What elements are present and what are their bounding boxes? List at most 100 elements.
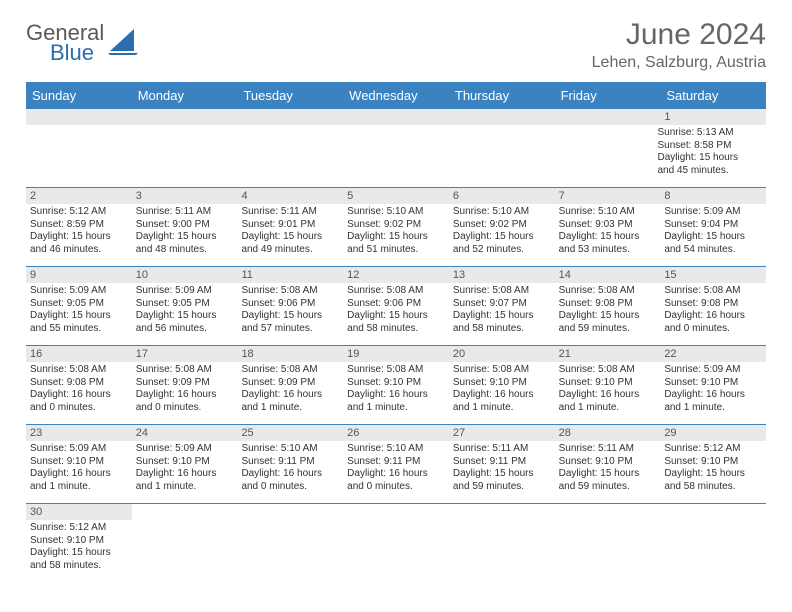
calendar-cell: Sunrise: 5:09 AMSunset: 9:05 PMDaylight:… <box>26 283 132 345</box>
daynum-cell: 29 <box>660 425 766 441</box>
sunset-line: Sunset: 9:11 PM <box>453 456 551 469</box>
calendar-cell: Sunrise: 5:12 AMSunset: 8:59 PMDaylight:… <box>26 204 132 266</box>
sunset-line: Sunset: 9:08 PM <box>30 377 128 390</box>
calendar-cell: Sunrise: 5:08 AMSunset: 9:10 PMDaylight:… <box>343 362 449 424</box>
calendar-cell: Sunrise: 5:10 AMSunset: 9:02 PMDaylight:… <box>343 204 449 266</box>
calendar: SundayMondayTuesdayWednesdayThursdayFrid… <box>26 82 766 583</box>
daylight-line-1: Daylight: 15 hours <box>657 152 762 165</box>
sunset-line: Sunset: 9:10 PM <box>30 535 135 548</box>
sunrise-line: Sunrise: 5:08 AM <box>30 364 128 377</box>
sunrise-line: Sunrise: 5:09 AM <box>136 285 234 298</box>
calendar-cell: Sunrise: 5:08 AMSunset: 9:09 PMDaylight:… <box>237 362 343 424</box>
calendar-cell: Sunrise: 5:08 AMSunset: 9:10 PMDaylight:… <box>555 362 661 424</box>
daynum-cell: 17 <box>132 346 238 362</box>
daylight-line-2: and 58 minutes. <box>453 323 551 336</box>
calendar-cell: Sunrise: 5:09 AMSunset: 9:10 PMDaylight:… <box>660 362 766 424</box>
daylight-line-2: and 49 minutes. <box>241 244 339 257</box>
daynum-cell <box>343 504 449 520</box>
daylight-line-1: Daylight: 16 hours <box>136 468 234 481</box>
daynum-cell <box>237 109 343 125</box>
calendar-cell-empty <box>243 520 348 582</box>
calendar-cell-empty <box>348 520 453 582</box>
daylight-line-1: Daylight: 15 hours <box>559 468 657 481</box>
daylight-line-1: Daylight: 16 hours <box>664 310 762 323</box>
sunrise-line: Sunrise: 5:11 AM <box>241 206 339 219</box>
sunset-line: Sunset: 9:01 PM <box>241 219 339 232</box>
daynum-cell: 30 <box>26 504 132 520</box>
daylight-line-2: and 59 minutes. <box>559 323 657 336</box>
daylight-line-1: Daylight: 15 hours <box>136 231 234 244</box>
daylight-line-2: and 46 minutes. <box>30 244 128 257</box>
daylight-line-2: and 58 minutes. <box>30 560 135 573</box>
calendar-cell: Sunrise: 5:10 AMSunset: 9:11 PMDaylight:… <box>237 441 343 503</box>
daynum-cell: 2 <box>26 188 132 204</box>
daylight-line-2: and 1 minute. <box>453 402 551 415</box>
calendar-cell: Sunrise: 5:08 AMSunset: 9:08 PMDaylight:… <box>555 283 661 345</box>
daynum-row: 23242526272829 <box>26 425 766 441</box>
daylight-line-1: Daylight: 15 hours <box>559 310 657 323</box>
day-header-cell: Thursday <box>449 82 555 109</box>
sunset-line: Sunset: 9:10 PM <box>347 377 445 390</box>
sunset-line: Sunset: 9:10 PM <box>664 377 762 390</box>
sunset-line: Sunset: 9:04 PM <box>664 219 762 232</box>
daynum-cell: 21 <box>555 346 661 362</box>
daylight-line-2: and 1 minute. <box>664 402 762 415</box>
daylight-line-2: and 54 minutes. <box>664 244 762 257</box>
daylight-line-2: and 57 minutes. <box>241 323 339 336</box>
sunrise-line: Sunrise: 5:10 AM <box>453 206 551 219</box>
daylight-line-1: Daylight: 16 hours <box>559 389 657 402</box>
daylight-line-2: and 0 minutes. <box>347 481 445 494</box>
page-subtitle: Lehen, Salzburg, Austria <box>592 54 766 72</box>
daynum-cell <box>26 109 132 125</box>
daylight-line-1: Daylight: 15 hours <box>30 231 128 244</box>
daylight-line-2: and 59 minutes. <box>453 481 551 494</box>
daynum-cell: 20 <box>449 346 555 362</box>
calendar-cell: Sunrise: 5:08 AMSunset: 9:07 PMDaylight:… <box>449 283 555 345</box>
sunset-line: Sunset: 9:02 PM <box>453 219 551 232</box>
calendar-cell: Sunrise: 5:09 AMSunset: 9:10 PMDaylight:… <box>132 441 238 503</box>
daylight-line-1: Daylight: 15 hours <box>30 310 128 323</box>
sunrise-line: Sunrise: 5:09 AM <box>30 285 128 298</box>
daylight-line-1: Daylight: 15 hours <box>241 310 339 323</box>
daynum-cell: 18 <box>237 346 343 362</box>
daynum-cell <box>237 504 343 520</box>
daynum-cell: 4 <box>237 188 343 204</box>
daylight-line-1: Daylight: 16 hours <box>30 468 128 481</box>
sunset-line: Sunset: 8:59 PM <box>30 219 128 232</box>
daylight-line-1: Daylight: 15 hours <box>453 468 551 481</box>
calendar-cell: Sunrise: 5:12 AMSunset: 9:10 PMDaylight:… <box>660 441 766 503</box>
sunset-line: Sunset: 8:58 PM <box>657 140 762 153</box>
sunrise-line: Sunrise: 5:08 AM <box>453 364 551 377</box>
sunrise-line: Sunrise: 5:13 AM <box>657 127 762 140</box>
calendar-cell: Sunrise: 5:12 AMSunset: 9:10 PMDaylight:… <box>26 520 139 582</box>
daynum-cell: 27 <box>449 425 555 441</box>
daynum-row: 30 <box>26 504 766 520</box>
daylight-line-1: Daylight: 15 hours <box>347 310 445 323</box>
sunrise-line: Sunrise: 5:08 AM <box>664 285 762 298</box>
day-header-cell: Saturday <box>660 82 766 109</box>
daynum-cell: 6 <box>449 188 555 204</box>
daylight-line-1: Daylight: 16 hours <box>347 468 445 481</box>
daynum-cell: 1 <box>660 109 766 125</box>
daynum-cell: 24 <box>132 425 238 441</box>
calendar-cell: Sunrise: 5:08 AMSunset: 9:10 PMDaylight:… <box>449 362 555 424</box>
daylight-line-1: Daylight: 15 hours <box>30 547 135 560</box>
calendar-cell: Sunrise: 5:11 AMSunset: 9:10 PMDaylight:… <box>555 441 661 503</box>
page-title: June 2024 <box>592 18 766 52</box>
daylight-line-1: Daylight: 15 hours <box>664 468 762 481</box>
daylight-line-2: and 56 minutes. <box>136 323 234 336</box>
daylight-line-2: and 0 minutes. <box>30 402 128 415</box>
day-header-cell: Friday <box>555 82 661 109</box>
daynum-cell <box>132 109 238 125</box>
daynum-cell: 15 <box>660 267 766 283</box>
calendar-cell: Sunrise: 5:11 AMSunset: 9:11 PMDaylight:… <box>449 441 555 503</box>
calendar-cell: Sunrise: 5:08 AMSunset: 9:08 PMDaylight:… <box>26 362 132 424</box>
daynum-row: 2345678 <box>26 188 766 204</box>
sunset-line: Sunset: 9:06 PM <box>241 298 339 311</box>
daynum-cell <box>449 504 555 520</box>
sunset-line: Sunset: 9:08 PM <box>664 298 762 311</box>
calendar-cell: Sunrise: 5:08 AMSunset: 9:08 PMDaylight:… <box>660 283 766 345</box>
daynum-row: 9101112131415 <box>26 267 766 283</box>
sunset-line: Sunset: 9:03 PM <box>559 219 657 232</box>
sunset-line: Sunset: 9:10 PM <box>136 456 234 469</box>
